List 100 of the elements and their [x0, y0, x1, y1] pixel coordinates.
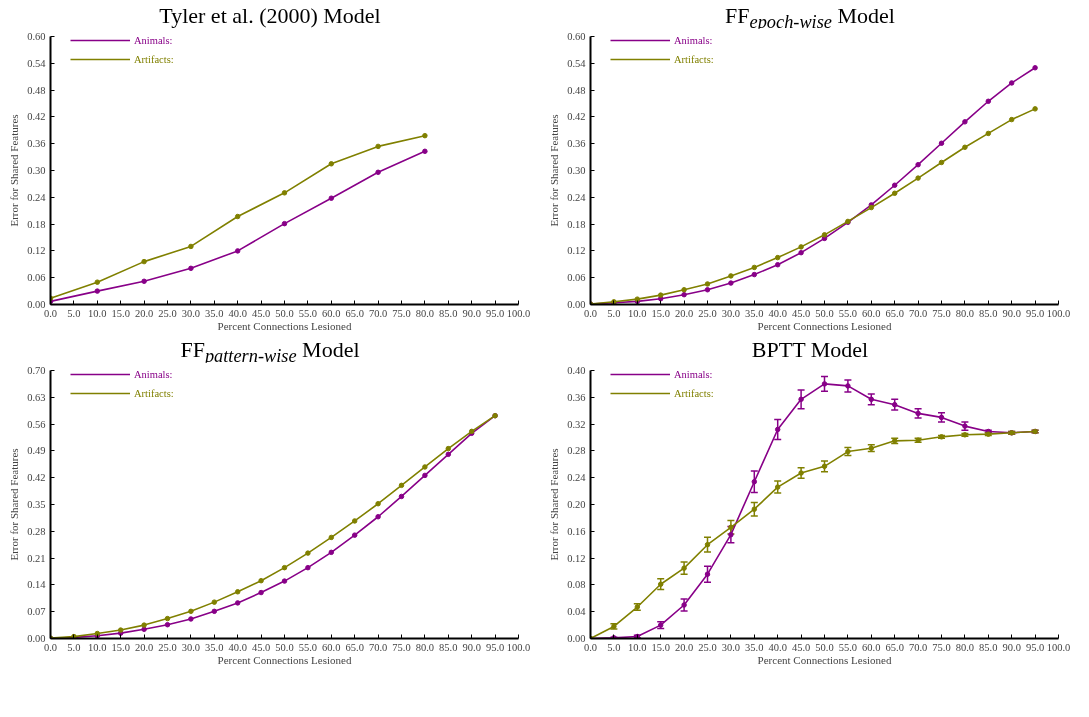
x-tick-label: 20.0 [134, 641, 154, 653]
y-tick-label: 0.56 [27, 418, 46, 430]
chart-title: FF$_{epoch-wise}$ Model [725, 3, 895, 33]
y-tick-label: 0.60 [567, 31, 586, 42]
x-tick-label: 90.0 [462, 307, 481, 319]
y-tick-label: 0.35 [27, 499, 46, 510]
chart-title: FF$_{pattern-wise}$ Model [180, 337, 360, 367]
y-tick-label: 0.28 [567, 445, 586, 457]
y-tick-label: 0.36 [27, 138, 46, 150]
y-axis-title: Error for Shared Features [8, 114, 21, 227]
y-tick-label: 0.00 [27, 299, 46, 310]
x-tick-label: 65.0 [345, 307, 364, 319]
x-tick-label: 95.0 [485, 641, 505, 653]
y-tick-label: 0.18 [27, 218, 46, 230]
x-tick-label: 60.0 [862, 641, 881, 653]
x-axis-title: Percent Connections Lesioned [757, 319, 892, 332]
y-tick-label: 0.42 [27, 472, 46, 484]
x-tick-label: 30.0 [181, 307, 201, 319]
y-tick-label: 0.24 [567, 191, 587, 203]
x-tick-label: 5.0 [607, 307, 621, 319]
x-tick-label: 10.0 [628, 641, 647, 653]
x-tick-label: 75.0 [392, 307, 411, 319]
x-tick-label: 5.0 [607, 641, 621, 653]
x-tick-label: 75.0 [392, 641, 411, 653]
x-tick-label: 40.0 [768, 307, 787, 319]
y-tick-label: 0.07 [27, 606, 46, 618]
x-tick-label: 50.0 [815, 307, 834, 319]
x-tick-label: 40.0 [768, 641, 787, 653]
x-tick-label: 70.0 [908, 641, 928, 653]
x-tick-label: 50.0 [275, 641, 294, 653]
chart-title: Tyler et al. (2000) Model [158, 2, 382, 30]
y-tick-label: 0.30 [567, 165, 586, 176]
x-tick-label: 100.0 [506, 641, 531, 653]
y-tick-label: 0.18 [567, 218, 586, 230]
y-tick-label: 0.54 [27, 57, 47, 69]
x-tick-label: 65.0 [345, 641, 364, 653]
text: Animals: [674, 369, 713, 380]
x-tick-label: 95.0 [1025, 641, 1045, 653]
x-tick-label: 70.0 [908, 307, 928, 319]
x-tick-label: 75.0 [932, 307, 951, 319]
text: Animals: [674, 35, 713, 46]
text: Artifacts: [674, 387, 714, 399]
x-tick-label: 25.0 [698, 641, 717, 653]
x-tick-label: 100.0 [506, 307, 531, 319]
x-tick-label: 70.0 [368, 307, 388, 319]
y-tick-label: 0.00 [27, 633, 46, 644]
x-tick-label: 10.0 [628, 307, 647, 319]
x-tick-label: 45.0 [251, 307, 271, 319]
y-axis-title: Error for Shared Features [8, 448, 21, 561]
y-tick-label: 0.06 [27, 272, 46, 284]
y-tick-label: 0.21 [27, 552, 46, 564]
y-tick-label: 0.12 [27, 245, 46, 257]
text: Animals: [134, 35, 173, 46]
text: Artifacts: [134, 387, 174, 399]
x-tick-label: 35.0 [205, 641, 224, 653]
x-tick-label: 35.0 [745, 641, 764, 653]
x-tick-label: 60.0 [322, 307, 341, 319]
x-tick-label: 60.0 [322, 641, 341, 653]
x-tick-label: 85.0 [979, 641, 998, 653]
y-tick-label: 0.00 [567, 633, 586, 644]
chart-title: BPTT Model [750, 336, 870, 364]
x-axis-title: Percent Connections Lesioned [757, 653, 892, 666]
x-tick-label: 5.0 [67, 641, 81, 653]
y-tick-label: 0.04 [567, 606, 587, 618]
x-tick-label: 100.0 [1046, 307, 1071, 319]
y-tick-label: 0.36 [567, 391, 586, 403]
x-tick-label: 55.0 [298, 307, 318, 319]
x-tick-label: 100.0 [1046, 641, 1071, 653]
y-tick-label: 0.36 [567, 138, 586, 150]
y-tick-label: 0.20 [567, 499, 586, 510]
x-tick-label: 85.0 [439, 307, 458, 319]
x-axis-title: Percent Connections Lesioned [217, 319, 352, 332]
y-tick-label: 0.12 [567, 245, 586, 257]
x-tick-label: 95.0 [485, 307, 505, 319]
y-tick-label: 0.48 [27, 84, 46, 96]
y-tick-label: 0.12 [567, 552, 586, 564]
y-tick-label: 0.48 [567, 84, 586, 96]
x-tick-label: 45.0 [251, 641, 271, 653]
x-tick-label: 90.0 [462, 641, 481, 653]
x-tick-label: 65.0 [885, 307, 904, 319]
x-tick-label: 80.0 [955, 641, 975, 653]
y-tick-label: 0.14 [27, 579, 47, 591]
y-tick-label: 0.30 [27, 165, 46, 176]
y-tick-label: 0.42 [27, 111, 46, 123]
x-tick-label: 5.0 [67, 307, 81, 319]
y-tick-label: 0.40 [567, 365, 586, 376]
x-tick-label: 40.0 [228, 641, 247, 653]
x-tick-label: 0.0 [583, 307, 598, 319]
x-tick-label: 55.0 [838, 641, 858, 653]
x-tick-label: 40.0 [228, 307, 247, 319]
y-tick-label: 0.54 [567, 57, 587, 69]
x-tick-label: 35.0 [205, 307, 224, 319]
y-axis-title: Error for Shared Features [548, 448, 561, 561]
x-tick-label: 80.0 [955, 307, 975, 319]
y-tick-label: 0.63 [27, 391, 46, 403]
x-tick-label: 90.0 [1002, 307, 1021, 319]
y-tick-label: 0.24 [27, 191, 47, 203]
text: Animals: [134, 369, 173, 380]
x-tick-label: 90.0 [1002, 641, 1021, 653]
x-tick-label: 45.0 [791, 307, 811, 319]
